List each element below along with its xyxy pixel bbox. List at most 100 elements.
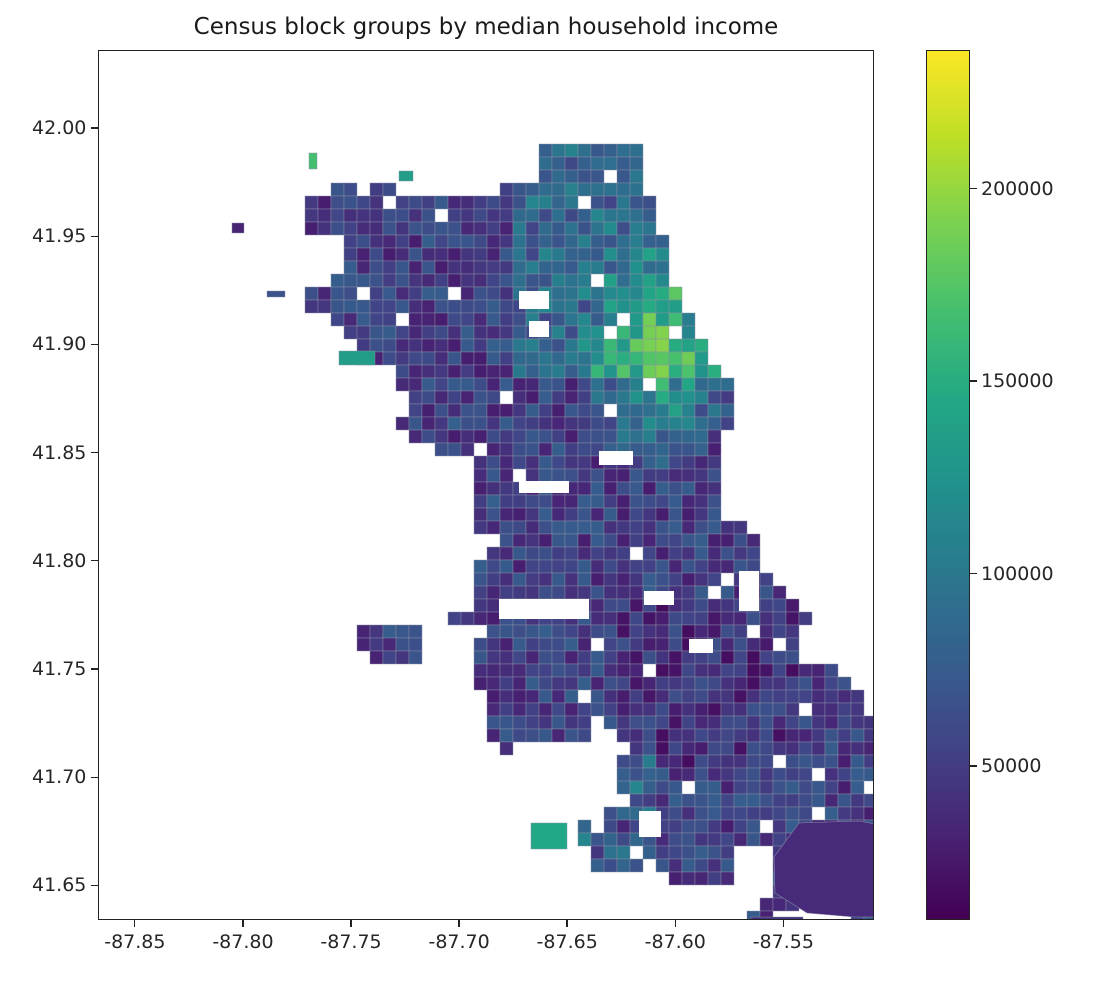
block-group: [551, 273, 566, 288]
block-group: [837, 702, 852, 717]
block-group: [577, 338, 592, 353]
block-group: [707, 507, 722, 522]
block-group: [750, 916, 804, 919]
block-group: [733, 832, 748, 847]
block-group: [590, 169, 605, 184]
block-group: [642, 273, 657, 288]
block-group: [564, 572, 579, 587]
block-group: [694, 624, 709, 639]
block-group: [564, 364, 579, 379]
block-group: [317, 221, 332, 236]
block-group: [551, 169, 566, 184]
block-group: [473, 208, 488, 223]
block-group: [707, 494, 722, 509]
block-group: [460, 364, 475, 379]
block-group: [603, 390, 618, 405]
block-group: [538, 364, 553, 379]
block-group: [395, 637, 410, 652]
block-group: [733, 767, 748, 782]
block-group: [668, 806, 683, 821]
block-group: [577, 520, 592, 535]
block-group: [642, 299, 657, 314]
block-group: [590, 260, 605, 275]
block-group: [512, 559, 527, 574]
block-group: [447, 611, 462, 626]
block-group: [525, 637, 540, 652]
block-group: [538, 221, 553, 236]
block-group: [356, 338, 371, 353]
x-tick-label: -87.65: [536, 931, 598, 953]
block-group: [629, 143, 644, 158]
block-group: [694, 351, 709, 366]
block-group: [642, 845, 657, 860]
block-group: [538, 156, 553, 171]
block-group: [642, 767, 657, 782]
block-group: [564, 559, 579, 574]
block-group: [564, 403, 579, 418]
block-group: [668, 403, 683, 418]
block-group: [629, 468, 644, 483]
block-group: [707, 741, 722, 756]
block-group: [473, 455, 488, 470]
block-group: [798, 741, 813, 756]
map-title: Census block groups by median household …: [193, 14, 779, 40]
block-group: [616, 481, 631, 496]
block-group: [863, 754, 873, 769]
block-group: [694, 702, 709, 717]
block-group: [473, 468, 488, 483]
block-group: [486, 546, 501, 561]
block-group: [434, 234, 449, 249]
block-group: [681, 377, 696, 392]
block-group: [473, 390, 488, 405]
block-group: [577, 507, 592, 522]
block-group: [551, 546, 566, 561]
block-group: [473, 221, 488, 236]
block-group: [850, 767, 865, 782]
block-group: [369, 234, 384, 249]
block-group: [603, 507, 618, 522]
block-group: [499, 286, 514, 301]
block-group: [408, 364, 423, 379]
block-group: [486, 286, 501, 301]
block-group: [369, 221, 384, 236]
block-group: [668, 819, 683, 834]
block-group: [512, 637, 527, 652]
block-group: [564, 377, 579, 392]
block-group: [746, 715, 761, 730]
block-group: [486, 702, 501, 717]
y-tick-mark: [91, 884, 98, 887]
block-group: [395, 286, 410, 301]
y-tick-mark: [91, 127, 98, 129]
block-group: [616, 299, 631, 314]
block-group: [811, 780, 826, 795]
block-group: [655, 299, 670, 314]
block-group: [538, 689, 553, 704]
y-tick-mark: [91, 560, 98, 562]
block-group: [356, 273, 371, 288]
block-group: [707, 598, 722, 613]
block-group: [655, 403, 670, 418]
block-group: [655, 312, 670, 327]
block-group: [733, 728, 748, 743]
block-group: [616, 689, 631, 704]
block-group: [772, 715, 787, 730]
y-tick-label: 41.80: [32, 549, 87, 572]
block-group: [616, 585, 631, 600]
block-group: [590, 481, 605, 496]
block-group: [616, 624, 631, 639]
block-group: [551, 416, 566, 431]
block-group: [642, 338, 657, 353]
block-group: [590, 156, 605, 171]
block-group: [655, 754, 670, 769]
block-group: [720, 377, 735, 392]
block-group: [642, 702, 657, 717]
block-group: [616, 832, 631, 847]
block-group: [694, 494, 709, 509]
block-group: [746, 676, 761, 691]
block-group: [356, 234, 371, 249]
block-group: [642, 234, 657, 249]
block-group: [382, 637, 397, 652]
block-group: [551, 156, 566, 171]
block-group: [668, 351, 683, 366]
block-group: [525, 364, 540, 379]
